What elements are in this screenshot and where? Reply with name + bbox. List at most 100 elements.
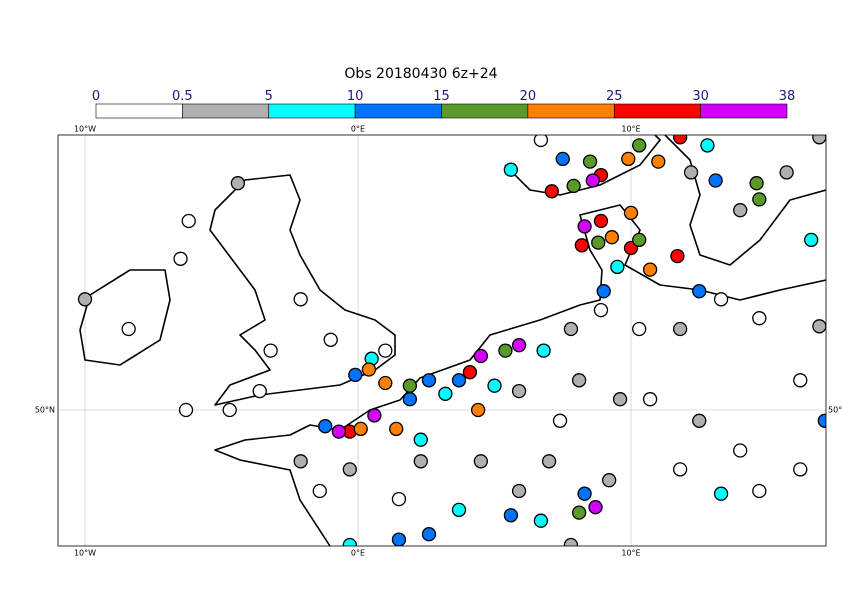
lon-label-top: 10°E [621, 125, 640, 134]
station-obs [263, 343, 278, 358]
station-obs [348, 367, 363, 383]
station-obs [692, 284, 707, 299]
station-obs [817, 413, 826, 428]
station-obs [552, 413, 568, 428]
station-obs [566, 178, 581, 194]
colorbar: 0 0.5 5 10 15 20 25 30 38 [92, 89, 795, 119]
lon-label-top: 0°E [351, 125, 365, 134]
lon-label-bottom: 0°E [351, 549, 365, 558]
station-obs [623, 205, 639, 221]
sweden [664, 135, 826, 266]
station-obs [670, 248, 685, 264]
station-obs [544, 184, 559, 199]
colorbar-segment [95, 103, 183, 119]
station-obs [503, 162, 519, 177]
station-obs [367, 408, 382, 423]
station-obs [487, 378, 502, 393]
station-obs [672, 135, 688, 145]
station-obs [563, 321, 579, 337]
colorbar-segment [700, 103, 788, 119]
station-obs [672, 321, 688, 337]
colorbar-label: 20 [520, 89, 537, 104]
station-obs [632, 321, 647, 337]
station-obs [812, 135, 826, 145]
station-obs [612, 392, 628, 407]
station-obs [632, 138, 647, 153]
colorbar-segment [441, 103, 529, 119]
station-obs [181, 213, 196, 229]
station-obs [121, 321, 136, 337]
station-obs [571, 373, 587, 388]
station-obs [438, 386, 453, 401]
station-obs [582, 154, 598, 169]
station-obs [793, 373, 808, 388]
station-obs [470, 402, 486, 418]
station-obs [588, 500, 603, 515]
station-obs [752, 483, 767, 499]
station-obs [591, 235, 606, 250]
station-obs [593, 302, 609, 318]
station-obs [391, 532, 407, 546]
station-obs [752, 192, 767, 207]
station-obs [593, 213, 609, 229]
station-obs [604, 230, 620, 245]
station-obs [413, 454, 428, 469]
station-obs [752, 311, 767, 326]
colorbar-segment [182, 103, 270, 119]
station-obs [473, 348, 489, 364]
station-obs [541, 454, 557, 469]
colorbar-label: 25 [606, 89, 623, 104]
coastlines [79, 135, 826, 546]
station-obs [672, 462, 688, 477]
station-obs [511, 483, 527, 499]
colorbar-segment [613, 103, 701, 119]
station-obs [585, 173, 600, 188]
station-obs [331, 424, 347, 439]
station-obs [793, 462, 808, 477]
station-obs [361, 362, 377, 377]
station-obs [451, 502, 467, 518]
station-obs [571, 505, 587, 520]
colorbar-label: 10 [347, 89, 364, 104]
station-obs [293, 454, 308, 469]
station-obs [733, 203, 748, 218]
station-obs [708, 173, 723, 188]
station-obs [391, 491, 407, 507]
station-obs [462, 365, 478, 380]
station-obs [378, 343, 393, 358]
station-obs [222, 402, 237, 418]
station-obs [173, 251, 188, 266]
colorbar-segment [527, 103, 615, 119]
colorbar-segment [354, 103, 442, 119]
station-obs [749, 176, 764, 191]
station-obs [642, 262, 658, 277]
norway [504, 135, 661, 196]
station-obs [402, 392, 418, 407]
station-obs [533, 135, 549, 148]
station-obs [692, 413, 707, 428]
station-obs [804, 232, 819, 248]
station-obs [602, 473, 617, 488]
lat-label-left: 50°N [35, 406, 55, 415]
station-obs [812, 319, 826, 334]
station-obs [178, 402, 194, 418]
lon-label-bottom: 10°W [74, 549, 96, 558]
station-obs [342, 462, 357, 477]
station-obs [577, 486, 592, 501]
station-obs [555, 151, 570, 167]
station-obs [632, 232, 647, 248]
station-obs [402, 378, 418, 393]
station-obs [473, 454, 489, 469]
station-obs [563, 537, 579, 546]
map-frame [57, 134, 827, 547]
station-obs [421, 373, 437, 388]
station-obs [574, 238, 590, 253]
lat-label-right: 50°N [828, 406, 842, 415]
ireland [79, 269, 171, 366]
station-obs [700, 138, 715, 153]
station-obs [503, 508, 519, 523]
station-obs [353, 421, 368, 437]
station-obs [413, 432, 428, 447]
colorbar-label: 0 [92, 89, 100, 104]
continent [214, 204, 826, 546]
